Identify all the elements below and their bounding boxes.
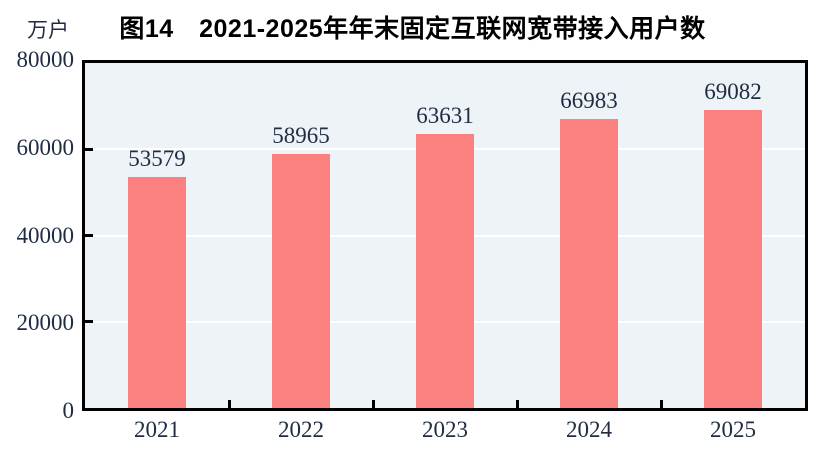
y-axis-tick (85, 234, 93, 237)
y-axis-tick (85, 320, 93, 324)
x-tick-label: 2024 (566, 417, 612, 442)
bar-value-label: 66983 (560, 88, 618, 114)
bar-value-label: 58965 (272, 122, 330, 148)
x-tick-label: 2023 (422, 417, 468, 442)
x-tick-label: 2025 (710, 417, 756, 442)
bar (560, 119, 618, 408)
x-axis-tick (659, 400, 663, 408)
bar-value-label: 53579 (128, 145, 186, 171)
y-tick-label: 20000 (16, 310, 75, 336)
x-axis-tick-labels: 2021 2022 2023 2024 2025 (82, 416, 808, 446)
y-tick-label: 40000 (16, 222, 75, 248)
bar (704, 110, 762, 408)
plot-area: 53579 58965 63631 66983 69082 (82, 60, 808, 411)
x-axis-tick (515, 400, 519, 408)
x-tick-label: 2021 (134, 417, 180, 442)
y-tick-label: 0 (62, 398, 75, 423)
y-axis-tick (85, 147, 93, 151)
y-axis-tick-labels: 80000 60000 40000 20000 0 (0, 47, 75, 423)
y-axis-unit-label: 万户 (27, 18, 69, 42)
bar (128, 176, 186, 408)
bar (272, 153, 330, 408)
bar-value-label: 63631 (416, 102, 474, 128)
chart-title: 图14 2021-2025年年末固定互联网宽带接入用户数 (119, 15, 706, 43)
y-tick-label: 80000 (16, 47, 75, 72)
x-tick-label: 2022 (278, 417, 324, 442)
y-tick-label: 60000 (16, 134, 75, 160)
bar (416, 133, 474, 408)
x-axis-tick (371, 400, 375, 408)
x-axis-tick (227, 400, 231, 408)
bar-value-label: 69082 (704, 79, 762, 105)
